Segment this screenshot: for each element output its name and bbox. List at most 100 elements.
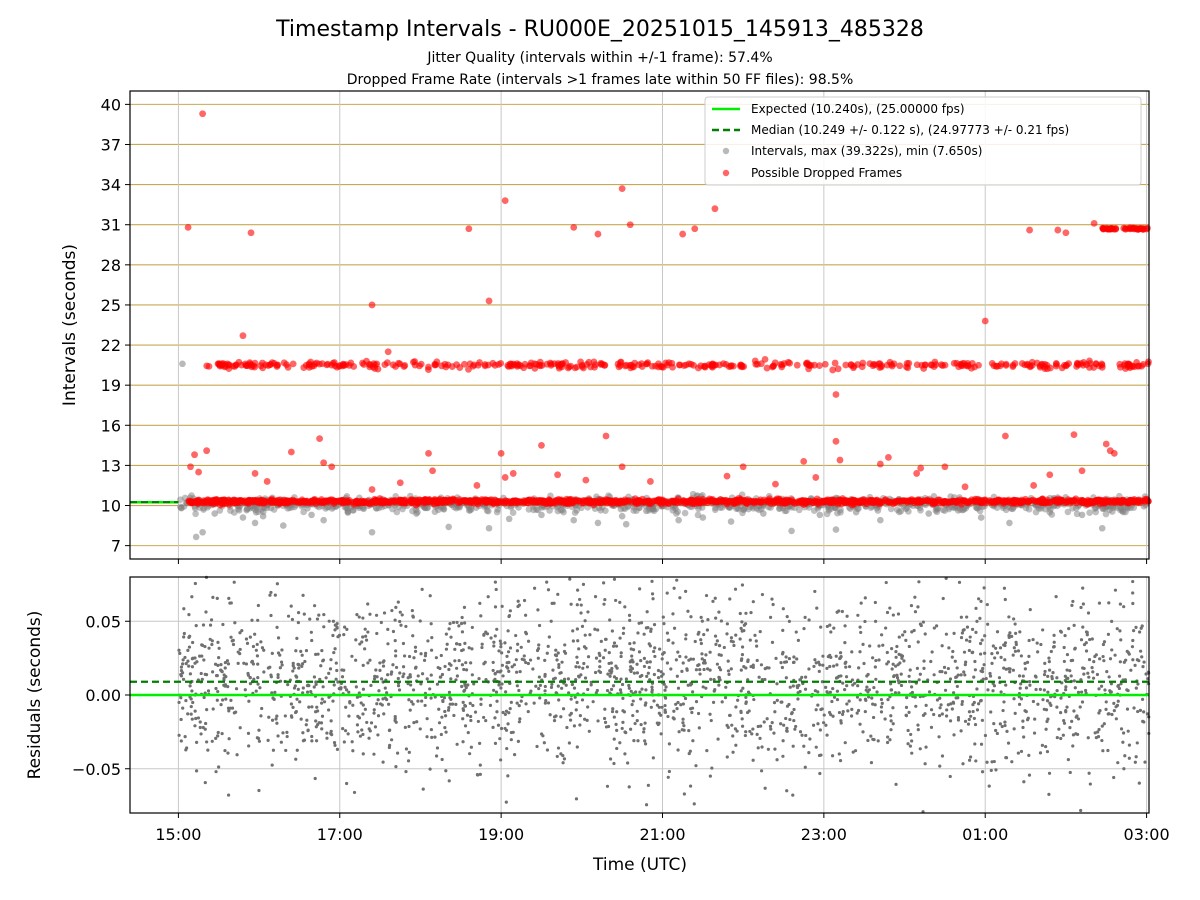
residual-point xyxy=(270,763,274,767)
dropped-frame-point xyxy=(691,500,699,508)
residual-point xyxy=(334,677,338,681)
residual-point xyxy=(1045,719,1049,724)
dropped-frame-point xyxy=(829,366,837,374)
residual-point xyxy=(201,623,206,627)
residual-point xyxy=(381,697,385,701)
residual-point xyxy=(455,642,459,646)
residual-point xyxy=(578,723,582,727)
dropped-frame-point xyxy=(270,359,278,367)
residual-point xyxy=(209,618,214,622)
residual-point xyxy=(698,672,702,676)
dropped-frame-point xyxy=(221,500,229,507)
residual-point xyxy=(386,627,390,632)
residual-point xyxy=(1045,699,1050,703)
dropped-frame-point xyxy=(579,499,587,507)
dropped-frame-point xyxy=(323,361,331,369)
residual-point xyxy=(678,596,682,600)
residual-point xyxy=(536,656,540,660)
dropped-frame-point xyxy=(543,360,551,368)
residual-point xyxy=(916,728,920,732)
residual-point xyxy=(869,760,874,765)
dropped-frame-point xyxy=(961,483,969,491)
dropped-frame-point xyxy=(786,359,794,367)
dropped-frame-point xyxy=(368,301,376,309)
residual-point xyxy=(560,660,564,664)
residual-point xyxy=(500,604,504,608)
residual-point xyxy=(499,645,503,649)
residual-point xyxy=(768,615,773,619)
dropped-frame-point xyxy=(780,499,788,507)
residual-point xyxy=(739,626,743,631)
dropped-frame-point xyxy=(930,497,938,505)
residual-point xyxy=(290,715,294,719)
residual-point xyxy=(951,649,955,654)
residual-point xyxy=(553,653,558,657)
residual-point xyxy=(1125,707,1130,711)
dropped-frame-point xyxy=(436,495,444,503)
dropped-frame-point xyxy=(341,499,349,506)
residual-point xyxy=(850,707,854,711)
residual-point xyxy=(886,735,890,739)
residual-point xyxy=(916,605,920,609)
residual-point xyxy=(822,721,826,725)
residual-point xyxy=(1070,658,1075,662)
residual-point xyxy=(443,709,447,714)
dropped-frame-point xyxy=(364,497,372,505)
dropped-frame-point xyxy=(232,361,240,369)
residual-point xyxy=(198,725,202,730)
residual-point xyxy=(1017,674,1022,678)
residual-point xyxy=(177,733,181,737)
dropped-frame-point xyxy=(509,497,517,505)
residual-point xyxy=(1059,736,1063,741)
residual-point xyxy=(1131,579,1135,584)
dropped-frame-point xyxy=(988,359,996,367)
residual-point xyxy=(614,722,618,726)
residual-point xyxy=(659,732,663,736)
residual-point xyxy=(663,688,667,692)
residual-point xyxy=(813,689,817,693)
dropped-frame-point xyxy=(930,363,938,370)
residual-point xyxy=(883,717,887,721)
residual-point xyxy=(1011,653,1015,657)
residual-point xyxy=(734,743,738,747)
intervals-ytick-label: 22 xyxy=(101,336,121,355)
dropped-frame-point xyxy=(602,432,610,440)
residual-point xyxy=(803,687,808,691)
residual-point xyxy=(210,739,214,743)
residual-point xyxy=(179,739,183,743)
residual-point xyxy=(825,733,829,737)
residual-point xyxy=(226,751,230,755)
dropped-frame-point xyxy=(1137,498,1144,506)
residual-point xyxy=(1013,622,1017,626)
residual-point xyxy=(621,720,625,724)
legend-intervals-marker xyxy=(722,147,730,155)
residual-point xyxy=(889,728,893,732)
residual-point xyxy=(1043,661,1047,666)
residual-point xyxy=(320,697,324,701)
residual-point xyxy=(280,648,284,652)
residual-point xyxy=(681,661,685,665)
residual-point xyxy=(449,677,453,681)
residual-point xyxy=(194,624,198,628)
dropped-frame-point xyxy=(429,467,436,475)
residual-point xyxy=(428,767,432,771)
dropped-frame-point xyxy=(772,480,779,488)
dropped-frame-point xyxy=(585,358,593,366)
residual-point xyxy=(843,624,847,628)
residual-point xyxy=(546,644,550,648)
residual-point xyxy=(309,630,313,634)
residual-point xyxy=(903,630,907,634)
residual-point xyxy=(780,700,784,704)
residual-point xyxy=(575,603,579,607)
residual-point xyxy=(506,722,510,726)
residual-point xyxy=(429,673,433,677)
interval-point xyxy=(976,507,984,515)
residual-point xyxy=(1027,654,1031,659)
legend-median-label: Median (10.249 +/- 0.122 s), (24.97773 +… xyxy=(751,123,1069,137)
residual-point xyxy=(672,709,676,713)
residual-point xyxy=(968,635,972,639)
residual-point xyxy=(664,696,668,700)
residual-point xyxy=(1137,659,1141,663)
intervals-ytick-label: 25 xyxy=(101,296,121,315)
